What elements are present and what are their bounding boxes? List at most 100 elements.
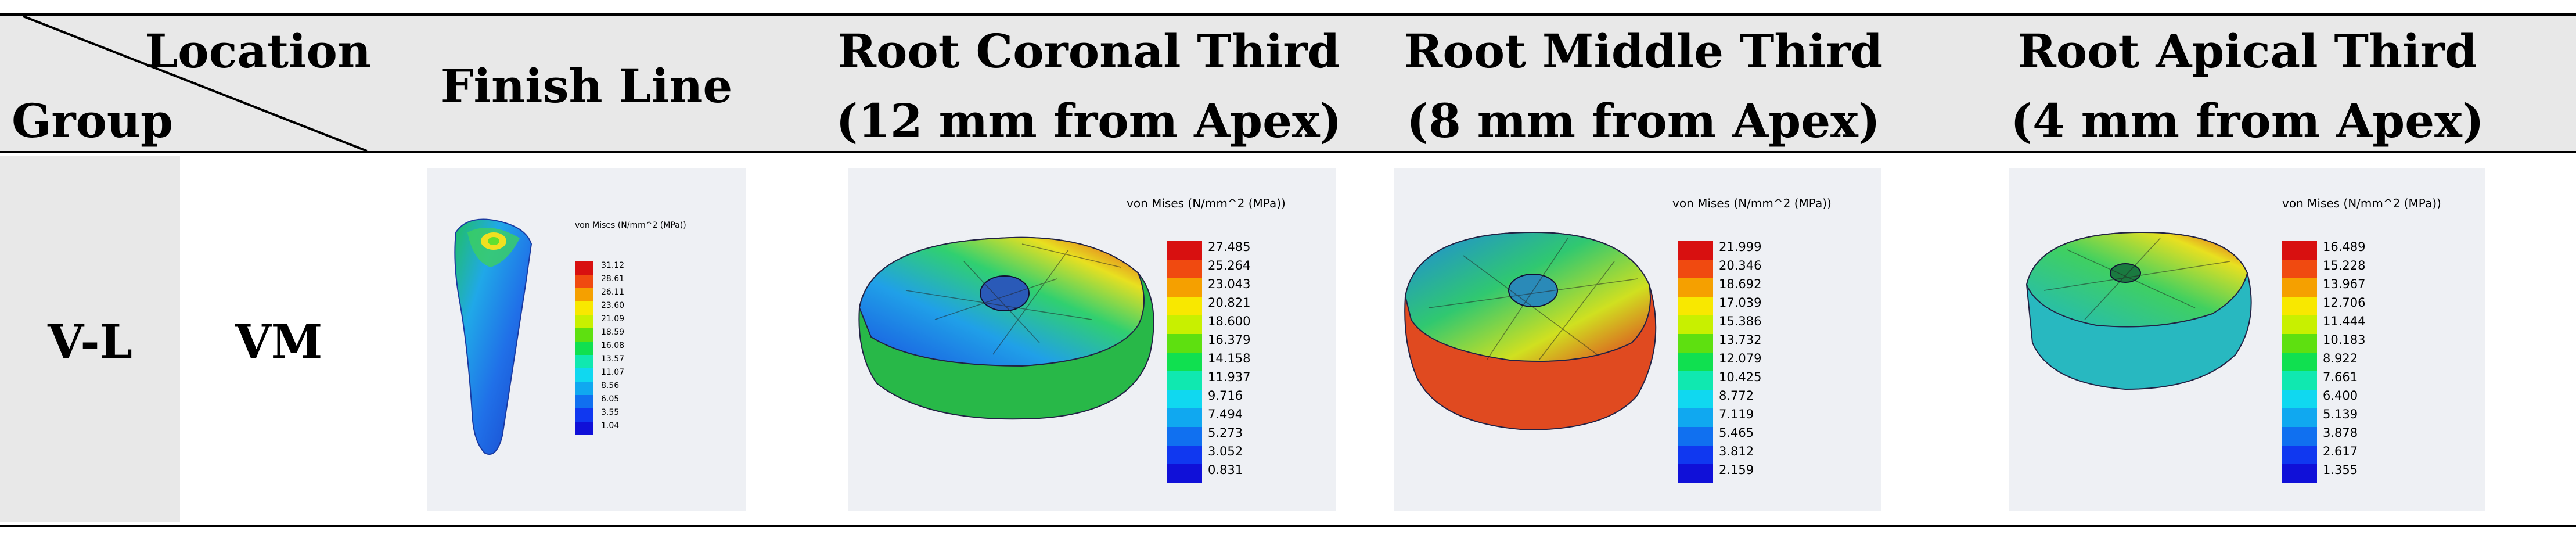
legend-swatch [2282, 353, 2317, 371]
legend-tick-label: 5.139 [2323, 407, 2358, 421]
legend-tick-label: 12.079 [1719, 351, 1762, 365]
legend-tick-label: 5.465 [1719, 425, 1754, 440]
legend-tick-label: 13.57 [601, 354, 625, 364]
legend-swatch [1167, 260, 1202, 278]
legend-tick-label: 17.039 [1719, 295, 1762, 310]
legend-swatch [575, 355, 593, 368]
legend-tick-label: 15.228 [2323, 258, 2366, 272]
legend-swatch [1167, 278, 1202, 297]
legend-swatch [1678, 260, 1713, 278]
legend-tick-label: 7.661 [2323, 369, 2358, 384]
legend-swatch [1678, 390, 1713, 408]
legend-title: von Mises (N/mm^2 (MPa)) [1672, 196, 1832, 210]
legend-swatch [1167, 315, 1202, 334]
legend-swatch [1678, 464, 1713, 483]
legend-swatch [1167, 408, 1202, 427]
legend-tick-label: 18.692 [1719, 277, 1762, 291]
legend-swatch [1167, 241, 1202, 260]
header-rule [0, 151, 2576, 153]
legend-swatch [575, 342, 593, 355]
legend-swatch [1678, 353, 1713, 371]
legend-tick-label: 26.11 [601, 287, 625, 297]
legend-swatch [1678, 241, 1713, 260]
legend-tick-label: 10.425 [1719, 369, 1762, 384]
header-coronal-line1: Root Coronal Third [837, 24, 1340, 78]
legend-swatch [575, 395, 593, 408]
legend-swatch [575, 382, 593, 395]
root-slice-model [858, 236, 1154, 420]
header-finish-line: Finish Line [440, 59, 733, 113]
legend-swatch [1678, 371, 1713, 390]
legend-tick-label: 16.379 [1208, 332, 1251, 347]
group-cell [0, 156, 180, 522]
legend-tick-label: 3.55 [601, 407, 620, 417]
legend-swatch [2282, 315, 2317, 334]
legend-tick-label: 6.05 [601, 394, 620, 404]
legend-swatch [575, 328, 593, 342]
legend-title: von Mises (N/mm^2 (MPa)) [575, 221, 686, 230]
legend-swatch [1678, 427, 1713, 446]
legend-swatch [2282, 260, 2317, 278]
legend-swatch [2282, 390, 2317, 408]
legend-title: von Mises (N/mm^2 (MPa)) [2282, 196, 2441, 210]
legend-tick-label: 18.59 [601, 327, 625, 337]
legend-tick-label: 3.052 [1208, 444, 1243, 458]
location-label: VM [235, 314, 323, 369]
legend-swatch [1167, 390, 1202, 408]
legend-swatch [1678, 334, 1713, 353]
legend-swatch [2282, 334, 2317, 353]
legend-tick-label: 11.07 [601, 367, 625, 377]
fea-panel-root-coronal: von Mises (N/mm^2 (MPa)) 27.485 25.264 23.… [848, 168, 1336, 511]
legend-tick-label: 11.937 [1208, 369, 1251, 384]
legend-swatch [1167, 353, 1202, 371]
legend-tick-label: 12.706 [2323, 295, 2366, 310]
legend-tick-label: 3.878 [2323, 425, 2358, 440]
legend-swatch [1167, 334, 1202, 353]
legend-tick-label: 1.355 [2323, 462, 2358, 477]
legend-tick-label: 20.346 [1719, 258, 1762, 272]
legend-swatch [2282, 297, 2317, 315]
legend-swatch [1167, 464, 1202, 483]
legend-tick-label: 6.400 [2323, 388, 2358, 403]
corner-diagonal [23, 15, 368, 152]
legend-tick-label: 14.158 [1208, 351, 1251, 365]
legend-tick-label: 7.119 [1719, 407, 1754, 421]
legend-swatch [1678, 297, 1713, 315]
legend-tick-label: 20.821 [1208, 295, 1251, 310]
tooth-model [454, 218, 533, 455]
legend-swatch [2282, 446, 2317, 464]
legend-tick-label: 21.09 [601, 314, 625, 324]
bottom-rule [0, 525, 2576, 527]
top-rule [0, 13, 2576, 16]
legend-tick-label: 13.732 [1719, 332, 1762, 347]
legend-swatch [575, 288, 593, 301]
corner-group-label: Group [12, 94, 173, 148]
legend-swatch [1167, 446, 1202, 464]
legend-swatch [575, 301, 593, 315]
legend-swatch [575, 275, 593, 288]
legend-tick-label: 9.716 [1208, 388, 1243, 403]
header-middle-line2: (8 mm from Apex) [1406, 94, 1880, 148]
fea-panel-finish-line: von Mises (N/mm^2 (MPa)) 31.12 28.61 26.11… [427, 168, 746, 511]
legend-tick-label: 8.772 [1719, 388, 1754, 403]
legend-tick-label: 31.12 [601, 260, 625, 270]
legend-swatch [1678, 446, 1713, 464]
header-coronal-line2: (12 mm from Apex) [836, 94, 1342, 148]
legend-swatch [2282, 408, 2317, 427]
legend-tick-label: 3.812 [1719, 444, 1754, 458]
legend-swatch [575, 408, 593, 422]
legend-tick-label: 5.273 [1208, 425, 1243, 440]
legend-tick-label: 13.967 [2323, 277, 2366, 291]
group-label: V-L [48, 314, 132, 369]
legend-tick-label: 27.485 [1208, 239, 1251, 254]
legend-tick-label: 8.922 [2323, 351, 2358, 365]
header-middle-line1: Root Middle Third [1404, 24, 1883, 78]
legend-tick-label: 8.56 [601, 381, 620, 390]
legend-swatch [2282, 427, 2317, 446]
legend-swatch [1167, 371, 1202, 390]
legend-swatch [1678, 408, 1713, 427]
header-row [0, 14, 2576, 152]
legend-tick-label: 10.183 [2323, 332, 2366, 347]
root-slice-model [2025, 231, 2252, 390]
